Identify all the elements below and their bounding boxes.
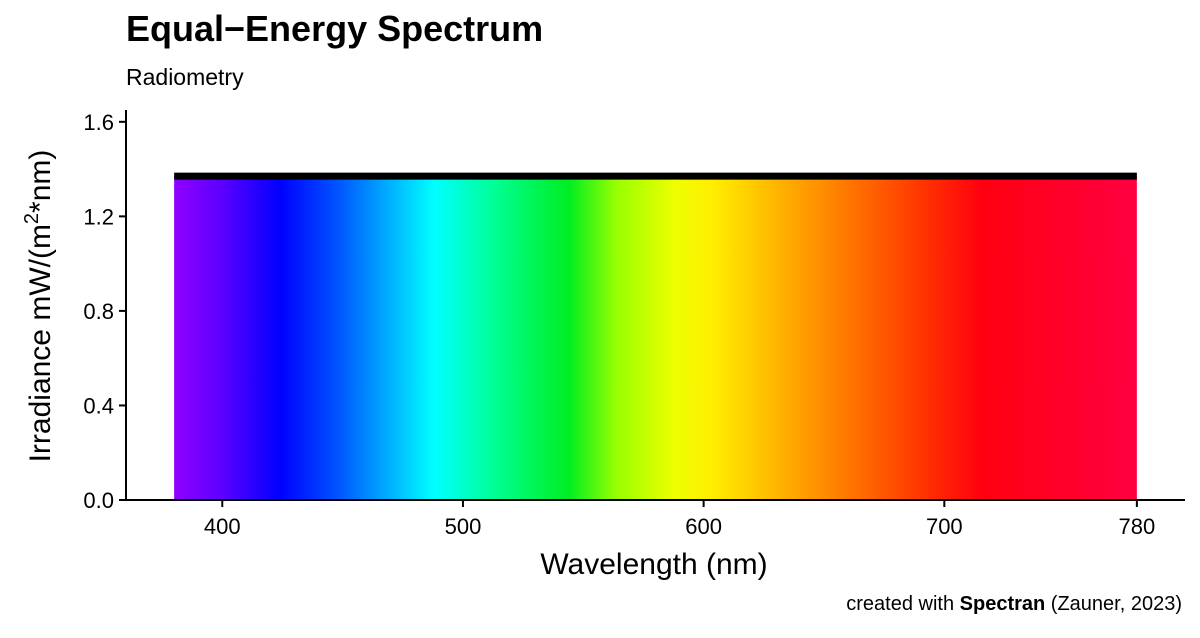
spectrum-area [174,176,1137,500]
y-tick-label: 0.8 [83,299,114,324]
x-tick-label: 500 [445,514,482,539]
chart-subtitle: Radiometry [126,64,244,90]
chart-title: Equal−Energy Spectrum [126,8,544,49]
y-tick-label: 0.4 [83,393,114,418]
caption: created with Spectran (Zauner, 2023) [846,593,1182,615]
y-tick-label: 0.0 [83,488,114,513]
x-tick-label: 780 [1119,514,1156,539]
y-tick-label: 1.6 [83,110,114,135]
x-tick-label: 400 [204,514,241,539]
y-axis-title: Irradiance mW/(m2*nm) [21,150,57,463]
x-axis-title: Wavelength (nm) [540,548,767,581]
y-tick-label: 1.2 [83,204,114,229]
x-tick-label: 700 [926,514,963,539]
x-tick-label: 600 [685,514,722,539]
